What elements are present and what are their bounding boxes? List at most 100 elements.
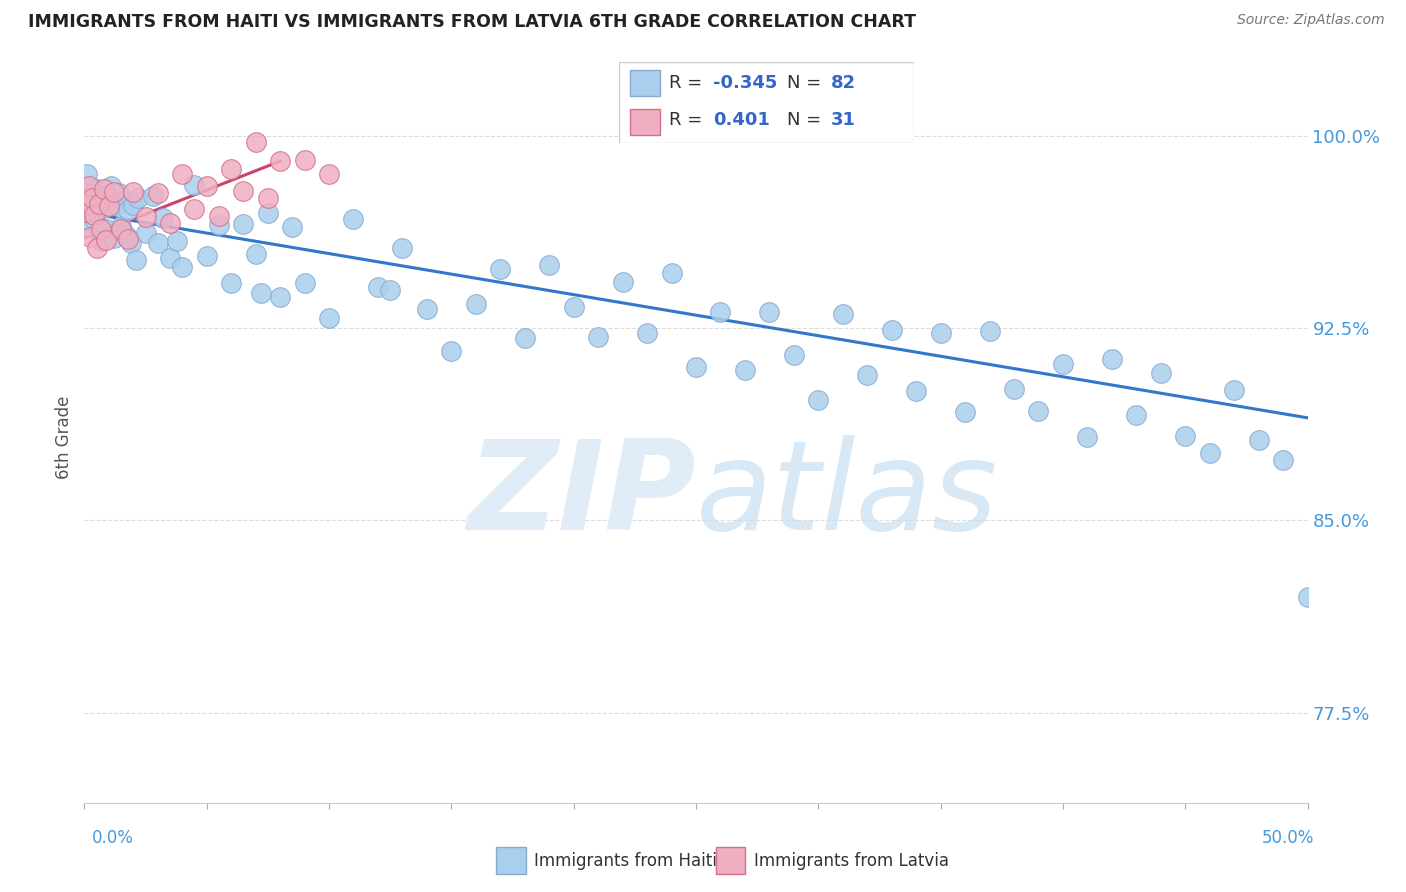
Point: [807, 392, 830, 407]
Point: [135, 210, 157, 224]
Point: [135, 226, 157, 240]
Bar: [630, 70, 659, 96]
Point: [107, 186, 129, 200]
Point: [367, 280, 389, 294]
Point: [562, 301, 585, 315]
Point: [1198, 446, 1220, 460]
Point: [125, 252, 148, 267]
Point: [86, 241, 108, 255]
Point: [183, 178, 205, 192]
Point: [257, 191, 280, 205]
Point: [90, 234, 112, 248]
Text: R =: R =: [669, 73, 707, 92]
Point: [117, 202, 139, 217]
Point: [281, 219, 304, 234]
Point: [77, 219, 100, 234]
Point: [219, 277, 242, 291]
Point: [538, 258, 561, 272]
Bar: [630, 109, 659, 135]
Point: [232, 217, 254, 231]
Point: [416, 301, 439, 316]
Point: [142, 188, 165, 202]
Text: 50.0%: 50.0%: [1263, 830, 1315, 847]
Point: [159, 216, 181, 230]
Point: [172, 260, 194, 275]
Point: [152, 211, 174, 225]
Point: [513, 331, 536, 345]
Point: [880, 323, 903, 337]
Point: [83, 212, 105, 227]
Point: [1125, 408, 1147, 422]
Point: [110, 221, 132, 235]
Text: 0.0%: 0.0%: [91, 830, 134, 847]
Point: [856, 368, 879, 382]
Point: [146, 235, 169, 250]
Point: [76, 192, 98, 206]
Point: [249, 286, 271, 301]
Point: [758, 305, 780, 319]
Point: [232, 185, 254, 199]
Point: [80, 186, 103, 201]
Point: [146, 186, 169, 201]
Point: [76, 168, 98, 182]
Bar: [496, 847, 526, 874]
Point: [93, 182, 115, 196]
Point: [391, 241, 413, 255]
Point: [1052, 357, 1074, 371]
Point: [87, 195, 110, 210]
Point: [90, 221, 112, 235]
Point: [97, 189, 120, 203]
Point: [127, 191, 149, 205]
Point: [734, 362, 756, 376]
Point: [117, 232, 139, 246]
Point: [219, 161, 242, 176]
Point: [105, 198, 128, 212]
Point: [929, 326, 952, 340]
FancyBboxPatch shape: [619, 62, 914, 143]
Text: 0.401: 0.401: [713, 112, 770, 129]
Text: 31: 31: [831, 112, 856, 129]
Point: [103, 185, 125, 199]
Text: -0.345: -0.345: [713, 73, 778, 92]
Point: [245, 247, 267, 261]
Text: atlas: atlas: [696, 435, 998, 556]
Point: [93, 201, 115, 215]
Point: [905, 384, 928, 398]
Point: [245, 135, 267, 149]
Point: [112, 194, 135, 208]
Bar: [716, 847, 745, 874]
Point: [1174, 429, 1197, 443]
Point: [318, 310, 340, 325]
Point: [103, 231, 125, 245]
Point: [440, 344, 463, 359]
Point: [953, 405, 976, 419]
Point: [208, 218, 231, 232]
Text: Immigrants from Haiti: Immigrants from Haiti: [534, 852, 717, 870]
Text: N =: N =: [787, 73, 827, 92]
Text: IMMIGRANTS FROM HAITI VS IMMIGRANTS FROM LATVIA 6TH GRADE CORRELATION CHART: IMMIGRANTS FROM HAITI VS IMMIGRANTS FROM…: [28, 13, 917, 31]
Point: [1247, 434, 1270, 448]
Point: [122, 185, 145, 199]
Point: [110, 219, 132, 234]
Point: [80, 191, 103, 205]
Point: [1223, 383, 1246, 397]
Point: [1076, 430, 1098, 444]
Text: R =: R =: [669, 112, 714, 129]
Point: [294, 276, 316, 290]
Point: [269, 154, 291, 169]
Point: [685, 359, 707, 374]
Point: [96, 222, 118, 236]
Point: [86, 182, 108, 196]
Point: [120, 236, 142, 251]
Point: [257, 205, 280, 219]
Point: [831, 307, 853, 321]
Point: [100, 179, 122, 194]
Point: [208, 209, 231, 223]
Text: ZIP: ZIP: [467, 435, 696, 556]
Point: [661, 266, 683, 280]
Point: [1028, 404, 1050, 418]
Text: N =: N =: [787, 112, 827, 129]
Text: Source: ZipAtlas.com: Source: ZipAtlas.com: [1237, 13, 1385, 28]
Y-axis label: 6th Grade: 6th Grade: [55, 395, 73, 479]
Point: [269, 290, 291, 304]
